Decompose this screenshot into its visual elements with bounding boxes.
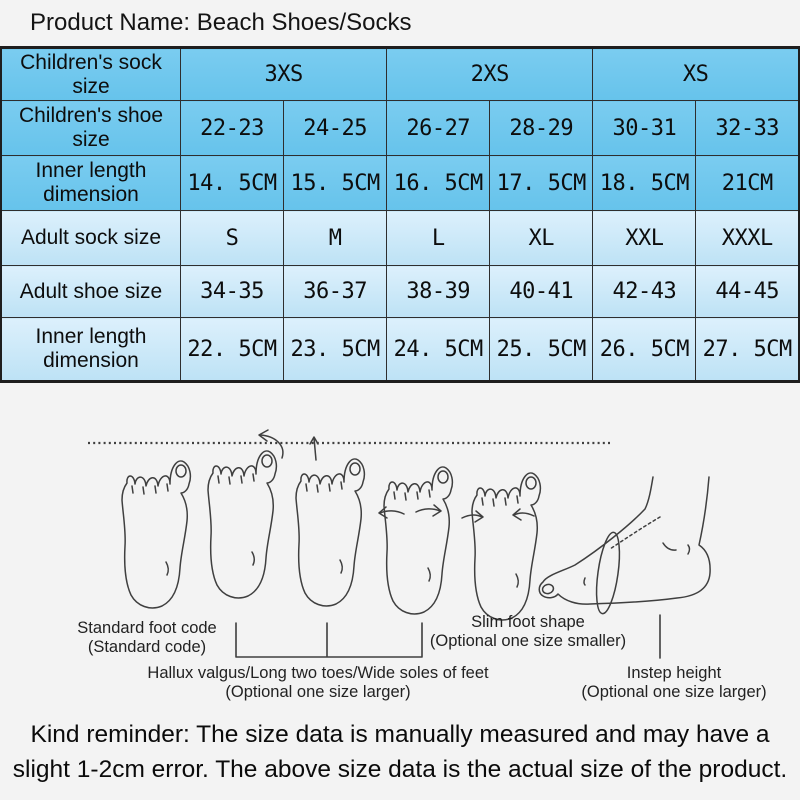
- ankle-marks: [662, 542, 691, 555]
- table-cell: 32-33: [695, 100, 800, 156]
- table-cell: 24. 5CM: [386, 317, 491, 382]
- table-row: Children's sock size 3XS 2XS XS: [0, 47, 800, 101]
- table-cell: 42-43: [592, 265, 697, 318]
- standard-foot-label: Standard foot code (Standard code): [77, 619, 216, 657]
- size-larger-label-line1: Hallux valgus/Long two toes/Wide soles o…: [147, 664, 489, 682]
- larger-group-bracket: [235, 622, 423, 658]
- girth-ellipse: [595, 531, 621, 615]
- kind-reminder-text: Kind reminder: The size data is manually…: [0, 717, 800, 787]
- foot-diagram: [88, 429, 711, 659]
- row-label: Children's shoe size: [0, 100, 181, 156]
- slim-foot-label-line2: (Optional one size smaller): [429, 632, 627, 650]
- wide-arrowhead-left: [378, 506, 388, 519]
- toenail: [541, 583, 555, 595]
- row-label: Inner length dimension: [0, 155, 181, 211]
- table-cell: 2XS: [386, 47, 594, 101]
- table-cell: M: [283, 210, 388, 266]
- table-cell: 22. 5CM: [179, 317, 285, 382]
- table-cell: 34-35: [179, 265, 285, 318]
- hallux-valgus-foot: [207, 429, 284, 599]
- slim-foot: [461, 472, 542, 621]
- table-cell: 36-37: [283, 265, 388, 318]
- table-cell: 24-25: [283, 100, 388, 156]
- wide-arrow-left: [379, 510, 405, 515]
- table-cell: 14. 5CM: [179, 155, 285, 211]
- table-cell: XS: [592, 47, 800, 101]
- table-row: Inner length dimension 22. 5CM 23. 5CM 2…: [0, 317, 800, 382]
- hallux-arrow: [259, 434, 284, 459]
- instep-side-view-foot: [538, 476, 711, 615]
- table-cell: L: [386, 210, 491, 266]
- table-row: Inner length dimension 14. 5CM 15. 5CM 1…: [0, 155, 800, 211]
- standard-foot-label-line1: Standard foot code: [77, 619, 217, 637]
- slim-arrowhead-right: [512, 508, 522, 521]
- table-cell: 17. 5CM: [489, 155, 594, 211]
- table-cell: 40-41: [489, 265, 594, 318]
- table-row: Adult sock size S M L XL XXL XXXL: [0, 210, 800, 266]
- instep-height-label-line1: Instep height: [626, 664, 722, 682]
- table-cell: 25. 5CM: [489, 317, 594, 382]
- kind-reminder-line1: Kind reminder: The size data is manually…: [30, 721, 770, 748]
- size-larger-label-line2: (Optional one size larger): [225, 683, 411, 701]
- wide-arrowhead-right: [432, 504, 442, 517]
- table-cell: 44-45: [695, 265, 800, 318]
- toe-crease: [583, 577, 586, 586]
- table-cell: 38-39: [386, 265, 491, 318]
- table-row: Children's shoe size 22-23 24-25 26-27 2…: [0, 100, 800, 156]
- page-title: Product Name: Beach Shoes/Socks: [30, 9, 412, 36]
- table-cell: S: [179, 210, 285, 266]
- slim-arrow-left: [461, 514, 483, 519]
- kind-reminder-line2: slight 1-2cm error. The above size data …: [12, 756, 788, 783]
- table-cell: XL: [489, 210, 594, 266]
- table-cell: XXXL: [695, 210, 800, 266]
- table-cell: 18. 5CM: [592, 155, 697, 211]
- table-cell: 15. 5CM: [283, 155, 388, 211]
- wide-arrow-right: [415, 508, 441, 513]
- table-cell: 27. 5CM: [695, 317, 800, 382]
- table-cell: 26. 5CM: [592, 317, 697, 382]
- slim-foot-label-line1: Slim foot shape: [471, 613, 585, 631]
- instep-dotted-edge: [609, 516, 661, 550]
- table-cell: 26-27: [386, 100, 491, 156]
- size-table: Children's sock size 3XS 2XS XS Children…: [0, 46, 800, 383]
- instep-height-label: Instep height (Optional one size larger): [581, 664, 766, 702]
- slim-arrow-right: [513, 512, 535, 517]
- row-label: Inner length dimension: [0, 317, 181, 382]
- table-cell: 3XS: [179, 47, 388, 101]
- table-row: Adult shoe size 34-35 36-37 38-39 40-41 …: [0, 265, 800, 318]
- table-cell: 30-31: [592, 100, 697, 156]
- table-cell: 16. 5CM: [386, 155, 491, 211]
- toe-arrow: [313, 437, 317, 461]
- slim-foot-label: Slim foot shape (Optional one size small…: [430, 613, 626, 651]
- row-label: Adult shoe size: [0, 265, 181, 318]
- instep-height-label-line2: (Optional one size larger): [581, 683, 767, 701]
- row-label: Children's sock size: [0, 47, 181, 101]
- size-larger-label: Hallux valgus/Long two toes/Wide soles o…: [147, 664, 488, 702]
- hallux-arrowhead: [258, 429, 269, 442]
- table-cell: 23. 5CM: [283, 317, 388, 382]
- table-cell: 21CM: [695, 155, 800, 211]
- row-label: Adult sock size: [0, 210, 181, 266]
- long-second-toe-foot: [295, 436, 366, 607]
- table-cell: 22-23: [179, 100, 285, 156]
- table-cell: 28-29: [489, 100, 594, 156]
- toe-arrowhead: [309, 436, 319, 445]
- table-cell: XXL: [592, 210, 697, 266]
- wide-sole-foot: [378, 466, 454, 615]
- slim-arrowhead-left: [474, 510, 484, 523]
- standard-foot: [121, 460, 192, 609]
- standard-foot-label-line2: (Standard code): [87, 638, 207, 656]
